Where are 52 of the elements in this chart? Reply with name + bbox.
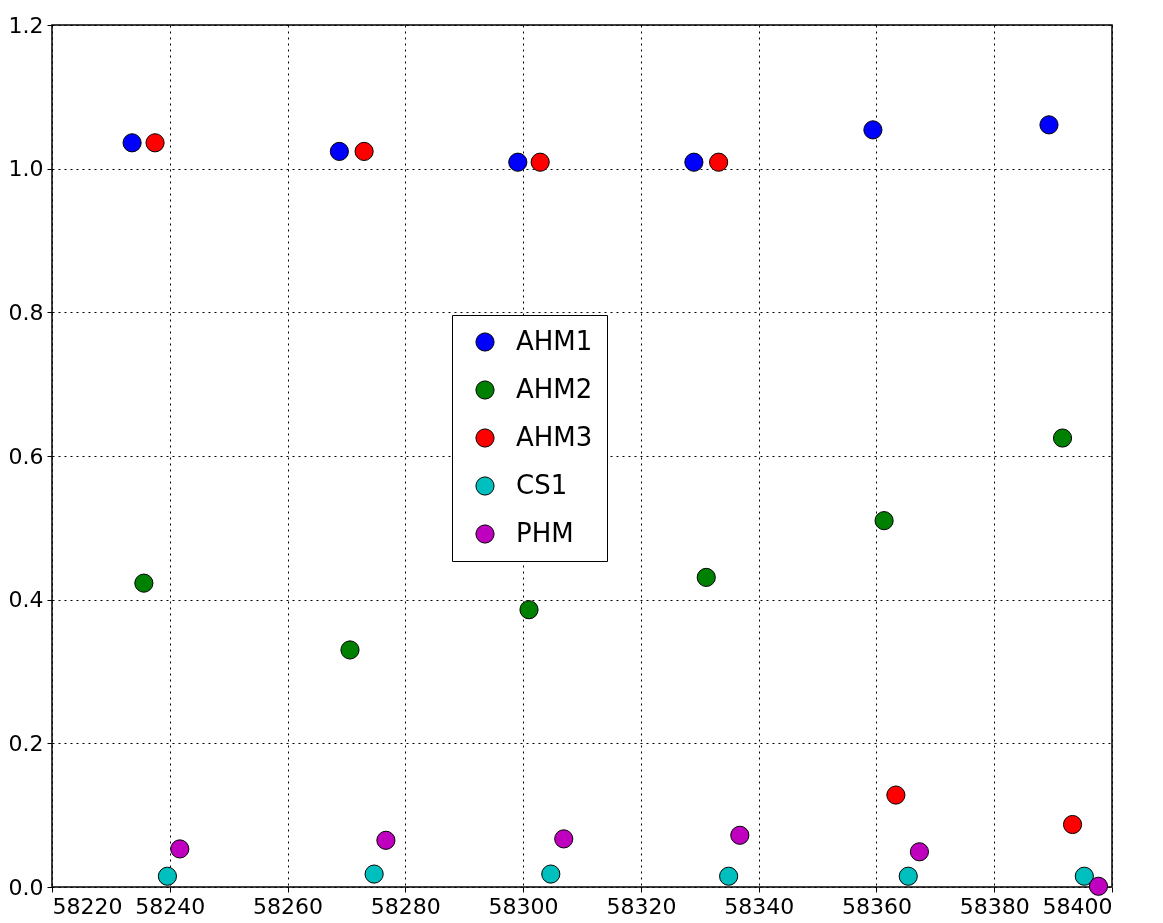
point <box>874 511 894 531</box>
point <box>340 640 360 660</box>
point <box>1088 876 1109 896</box>
point <box>376 830 396 850</box>
x-tick-label: 58380 <box>959 893 1030 919</box>
point <box>134 573 154 593</box>
point <box>354 141 374 161</box>
point <box>508 152 528 172</box>
x-tick-label: 58300 <box>488 893 559 919</box>
y-tick-label: 0.6 <box>8 443 44 469</box>
point <box>157 866 178 886</box>
legend-label: PHM <box>516 518 574 548</box>
point <box>364 864 384 884</box>
point <box>530 152 550 172</box>
legend-label: AHM2 <box>516 374 593 404</box>
point <box>863 120 883 140</box>
x-tick-label: 58320 <box>606 893 677 919</box>
point <box>898 866 918 886</box>
y-tick-label: 0.0 <box>8 874 44 900</box>
x-tick-label: 58280 <box>370 893 441 919</box>
point <box>170 839 190 859</box>
point <box>1062 814 1083 835</box>
point <box>719 866 739 886</box>
point <box>329 141 349 161</box>
point <box>696 567 716 587</box>
point <box>554 829 574 849</box>
point <box>886 785 906 805</box>
point <box>909 842 930 862</box>
x-tick-label: 58400 <box>1042 893 1113 919</box>
point <box>519 600 539 620</box>
legend-label: CS1 <box>516 470 568 500</box>
point <box>730 825 750 845</box>
x-tick-label: 58240 <box>135 893 206 919</box>
y-tick-label: 1.2 <box>8 12 44 38</box>
point <box>145 133 165 153</box>
x-tick-label: 58360 <box>841 893 912 919</box>
y-tick-label: 1.0 <box>8 156 44 182</box>
x-tick-label: 58220 <box>52 893 123 919</box>
legend-label: AHM1 <box>516 326 593 356</box>
point <box>684 152 704 172</box>
point <box>1052 428 1073 448</box>
x-tick-label: 58340 <box>724 893 795 919</box>
point <box>709 152 729 172</box>
x-tick-label: 58260 <box>253 893 324 919</box>
point <box>1074 866 1094 886</box>
point <box>541 864 561 884</box>
y-tick-label: 0.4 <box>8 587 44 613</box>
legend-label: AHM3 <box>516 422 593 452</box>
y-tick-label: 0.8 <box>8 299 44 325</box>
point <box>122 133 142 153</box>
y-tick-label: 0.2 <box>8 730 44 756</box>
point <box>1039 115 1059 135</box>
